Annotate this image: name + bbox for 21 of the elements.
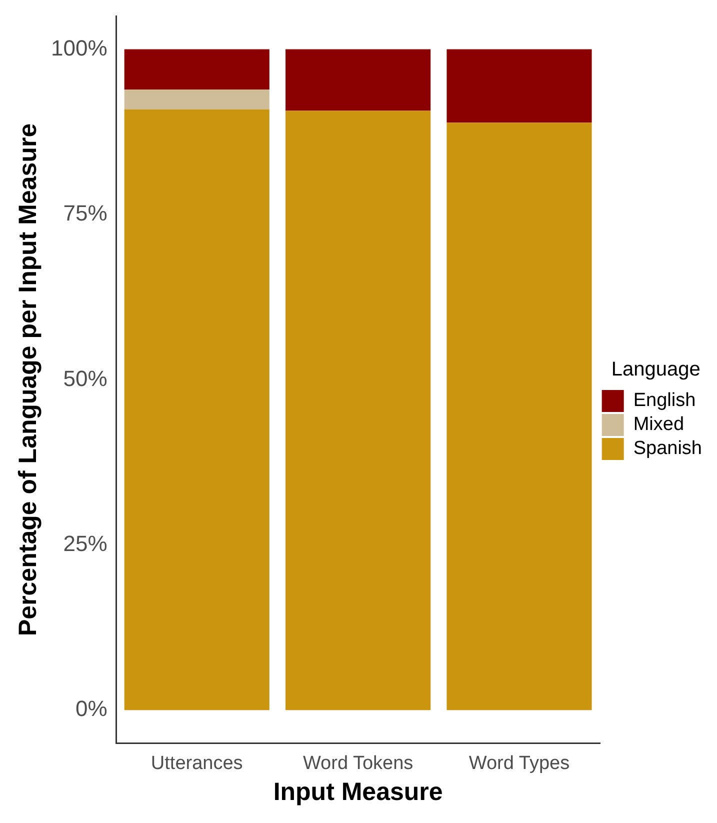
legend-label: Mixed xyxy=(633,414,684,436)
bar xyxy=(124,109,270,710)
x-tick-label: Utterances xyxy=(150,752,243,774)
y-tick-label: 75% xyxy=(63,200,108,226)
bar xyxy=(124,49,270,90)
x-axis-title: Input Measure xyxy=(273,778,443,806)
y-tick-label: 0% xyxy=(75,696,108,722)
bar xyxy=(446,49,592,123)
legend-label: Spanish xyxy=(633,438,702,460)
bar xyxy=(124,90,270,110)
bar xyxy=(446,122,592,710)
y-tick-label: 100% xyxy=(50,35,108,60)
legend-title: Language xyxy=(611,358,700,381)
x-tick-label: Word Tokens xyxy=(302,752,414,774)
y-tick-label: 50% xyxy=(63,366,108,391)
x-tick-label: Word Types xyxy=(468,752,570,774)
bar xyxy=(286,49,431,111)
legend-label: English xyxy=(633,390,696,412)
bar xyxy=(286,110,431,710)
y-axis-title: Percentage of Language per Input Measure xyxy=(14,123,42,636)
y-tick-label: 25% xyxy=(63,530,108,556)
